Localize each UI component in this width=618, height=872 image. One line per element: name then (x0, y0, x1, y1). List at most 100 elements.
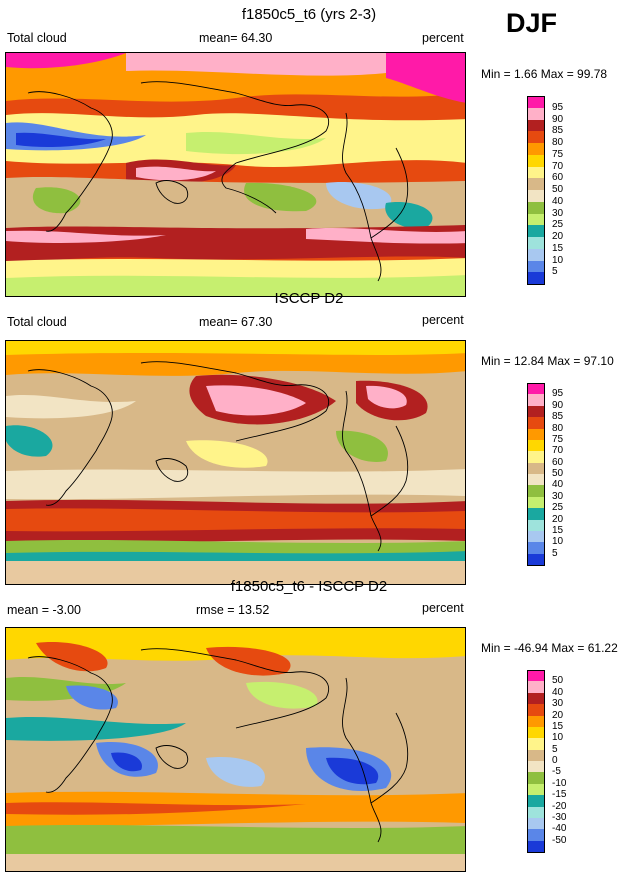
colorbar-swatch (527, 496, 545, 509)
colorbar-swatch (527, 213, 545, 226)
colorbar-swatch (527, 428, 545, 441)
colorbar-swatch (527, 795, 545, 807)
colorbar-swatch (527, 260, 545, 273)
colorbar-swatch (527, 772, 545, 785)
colorbar-label: 20 (552, 231, 564, 242)
colorbar-label: 60 (552, 456, 564, 468)
colorbar-swatch (527, 738, 545, 751)
panel-2-title: ISCCP D2 (274, 290, 344, 307)
colorbar-swatch (527, 237, 545, 250)
panel-3-mean: mean = -3.00 (7, 603, 82, 617)
colorbar-swatch (527, 96, 545, 109)
colorbar-label: -10 (552, 777, 567, 789)
colorbar-swatch (527, 131, 545, 144)
colorbar-swatch (527, 704, 545, 716)
colorbar-swatch (527, 829, 545, 842)
colorbar-swatch (527, 692, 545, 705)
colorbar-label: 30 (552, 698, 564, 710)
colorbar-swatch (527, 190, 545, 203)
panel-2-map (5, 340, 466, 585)
panel-2-colorbar: 95 90 85 80 75 70 60 50 40 30 25 20 15 10 5 (527, 383, 577, 566)
colorbar-swatch (527, 553, 545, 566)
colorbar-label: 50 (552, 675, 564, 687)
colorbar-swatch (527, 726, 545, 739)
colorbar-swatch (527, 783, 545, 796)
colorbar-label: 5 (552, 266, 558, 278)
colorbar-label: 15 (552, 242, 564, 254)
colorbar-label: 70 (552, 445, 564, 457)
colorbar-label: 10 (552, 732, 564, 744)
colorbar-swatch (527, 681, 545, 694)
colorbar-swatch (527, 530, 545, 543)
colorbar-swatch (527, 749, 545, 762)
season-label: DJF (506, 8, 558, 38)
panel-3-rmse: rmse = 13.52 (196, 603, 270, 617)
colorbar-swatch (527, 166, 545, 179)
colorbar-swatch (527, 519, 545, 532)
colorbar-label: 85 (552, 411, 564, 423)
colorbar-label: 60 (552, 172, 564, 184)
colorbar-swatch (527, 178, 545, 191)
panel-1-units: percent (422, 31, 464, 45)
panel-2-range: Min = 12.84 Max = 97.10 (481, 354, 614, 368)
panel-3-range: Min = -46.94 Max = 61.22 (481, 641, 618, 655)
panel-1-range: Min = 1.66 Max = 99.78 (481, 67, 608, 81)
panel-2-units: percent (422, 313, 464, 327)
colorbar-label: 20 (552, 513, 564, 525)
colorbar-label: 40 (552, 686, 564, 698)
colorbar-swatch (527, 201, 545, 214)
panel-1-variable: Total cloud (7, 31, 67, 45)
colorbar-label: 10 (552, 254, 564, 266)
colorbar-swatch (527, 439, 545, 452)
colorbar-swatch (527, 107, 545, 120)
colorbar-label: 75 (552, 148, 564, 160)
colorbar-swatch (527, 383, 545, 395)
colorbar-swatch (527, 462, 545, 475)
panel-1-colorbar: 95 90 85 80 75 70 60 50 40 30 25 20 15 10 5 (527, 96, 577, 285)
colorbar-label: -40 (552, 823, 567, 835)
colorbar-swatch (527, 143, 545, 156)
colorbar-label: 30 (552, 207, 564, 219)
colorbar-swatch (527, 485, 545, 498)
panel-3-title: f1850c5_t6 - ISCCP D2 (230, 578, 388, 595)
colorbar-swatch (527, 248, 545, 261)
colorbar-label: 50 (552, 468, 564, 479)
colorbar-label: 90 (552, 399, 564, 411)
colorbar-swatch (527, 761, 545, 773)
colorbar-swatch (527, 451, 545, 464)
colorbar-swatch (527, 817, 545, 830)
colorbar-label: 90 (552, 113, 564, 125)
colorbar-label: -50 (552, 834, 567, 846)
colorbar-label: 25 (552, 219, 564, 231)
panel-1-title: f1850c5_t6 (yrs 2-3) (241, 6, 377, 23)
colorbar-swatch (527, 806, 545, 819)
colorbar-swatch (527, 474, 545, 486)
colorbar-swatch (527, 225, 545, 238)
colorbar-label: 30 (552, 490, 564, 502)
colorbar-label: 70 (552, 160, 564, 172)
panel-1-map (5, 52, 466, 297)
colorbar-label: 80 (552, 137, 564, 148)
colorbar-label: 25 (552, 502, 564, 514)
panel-3-units: percent (422, 601, 464, 615)
colorbar-label: 15 (552, 720, 564, 732)
colorbar-label: 15 (552, 524, 564, 536)
colorbar-swatch (527, 394, 545, 407)
colorbar-label: -15 (552, 789, 567, 801)
colorbar-swatch (527, 405, 545, 418)
colorbar-swatch (527, 670, 545, 682)
colorbar-label: 95 (552, 388, 564, 400)
colorbar-swatch (527, 119, 545, 132)
colorbar-label: 20 (552, 709, 564, 721)
colorbar-label: -30 (552, 811, 567, 823)
colorbar-label: 85 (552, 125, 564, 137)
panel-3-map (5, 627, 466, 872)
colorbar-label: -20 (552, 800, 567, 812)
colorbar-swatch (527, 508, 545, 520)
colorbar-label: 5 (552, 743, 558, 755)
colorbar-label: 0 (552, 755, 558, 766)
colorbar-label: 40 (552, 195, 564, 207)
colorbar-label: 10 (552, 536, 564, 548)
colorbar-label: -5 (552, 766, 561, 778)
colorbar-label: 40 (552, 479, 564, 491)
